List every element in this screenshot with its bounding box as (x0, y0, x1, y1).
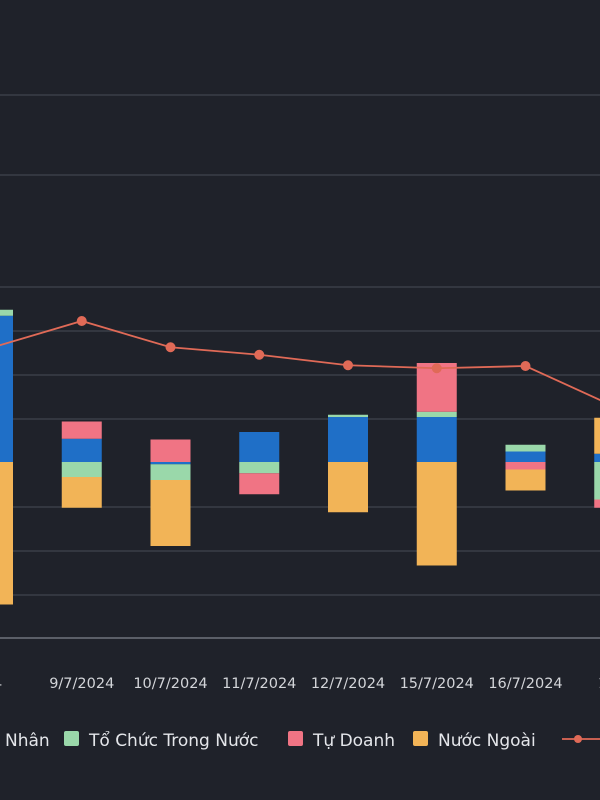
bar-segment (150, 480, 191, 546)
bar-segment (594, 453, 600, 462)
bar-segment (0, 309, 13, 316)
line-point (520, 361, 531, 371)
x-tick-label: 15/7/2024 (400, 676, 474, 692)
bar-segment (0, 315, 13, 462)
line-series (0, 316, 600, 401)
line-point (165, 342, 176, 353)
line-point (254, 349, 265, 360)
bar-segment (594, 499, 600, 508)
legend-swatch (413, 731, 428, 746)
bar-segment (328, 414, 368, 417)
bar-segment (239, 462, 280, 474)
bar-segment (594, 462, 600, 500)
bar-segment (150, 464, 191, 480)
x-tick-label: 24 (0, 676, 2, 692)
legend-label: Nước Ngoài (438, 731, 536, 751)
legend-label: Tổ Chức Trong Nước (88, 730, 258, 751)
bar-segment (505, 462, 546, 470)
bar-segment (416, 417, 457, 462)
bar-segment (328, 417, 368, 462)
legend: Nhân Tổ Chức Trong Nước Tự Doanh Nước Ngoài (5, 730, 600, 751)
bar-segment (0, 462, 13, 605)
x-tick-label: 11/7/2024 (222, 676, 296, 692)
bar-segment (328, 462, 368, 513)
bar-segment (416, 411, 457, 417)
bar-segment (61, 421, 102, 439)
x-tick-label: 9/7/2024 (49, 676, 114, 692)
legend-label: Nhân (5, 731, 50, 751)
bar-segment (61, 477, 102, 508)
line-point (431, 363, 442, 374)
bar-segment (150, 462, 191, 465)
bar-segment (505, 451, 546, 462)
bar-segment (416, 462, 457, 566)
legend-line-point (574, 735, 582, 743)
legend-label: Tự Doanh (312, 731, 395, 751)
line-point (76, 316, 87, 326)
x-tick-label: 10/7/2024 (133, 676, 207, 692)
bar-segment (150, 439, 191, 462)
bar-segment (239, 432, 280, 462)
legend-swatch (288, 731, 303, 746)
x-tick-label: 16/7/2024 (488, 676, 562, 692)
line-point (343, 360, 353, 371)
bars (0, 309, 600, 605)
bar-segment (61, 462, 102, 477)
bar-segment (239, 473, 280, 495)
x-axis-ticks: 24 9/7/2024 10/7/2024 11/7/2024 12/7/2024 15/… (0, 676, 600, 692)
bar-segment (505, 469, 546, 491)
legend-swatch (64, 731, 79, 746)
line-path (0, 320, 600, 401)
bar-segment (61, 438, 102, 462)
x-tick-label: 17/7 (598, 676, 600, 692)
x-tick-label: 12/7/2024 (311, 676, 385, 692)
bar-segment (594, 417, 600, 454)
bar-segment (505, 444, 546, 452)
